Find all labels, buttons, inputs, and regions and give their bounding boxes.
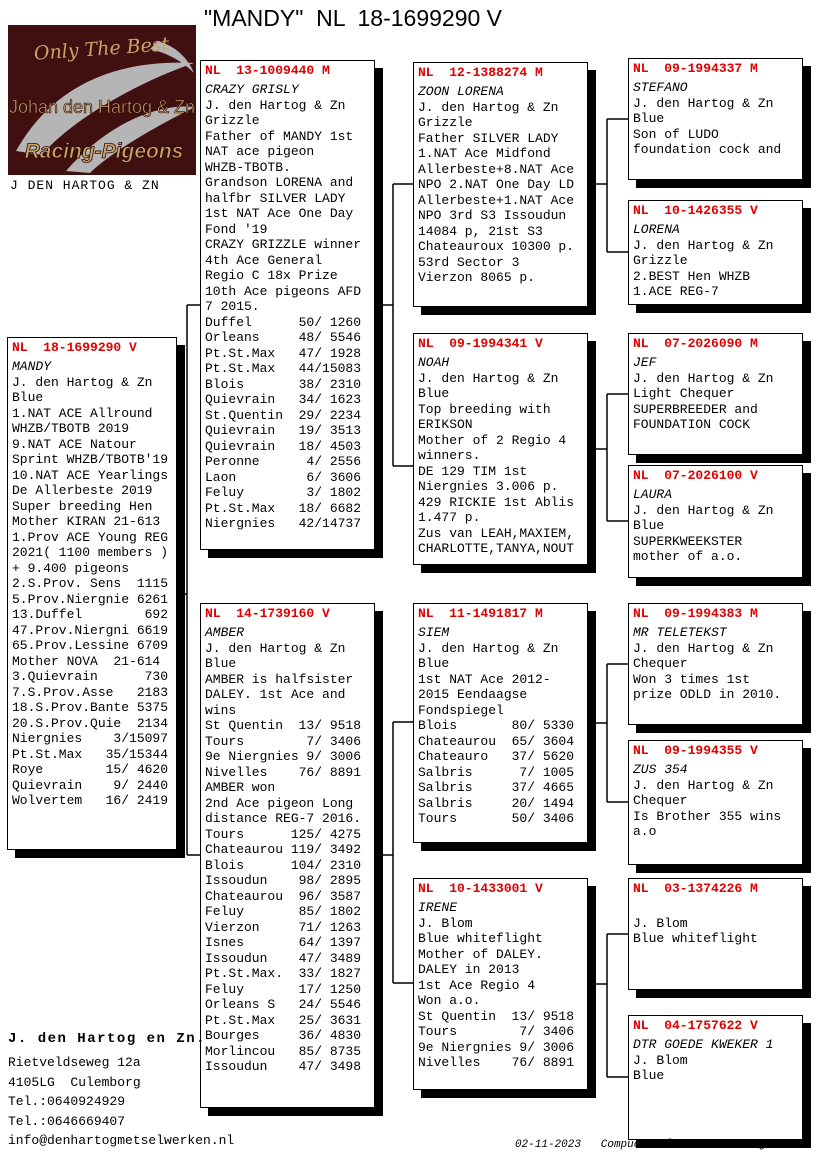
footer-credits: 02-11-2023 Compuclub © J. den Hartog en … — [514, 1139, 812, 1151]
pedigree-box-jef: NL 07-2026090 M JEF J. den Hartog & Zn L… — [628, 333, 803, 455]
ring-number: NL 09-1994337 M — [633, 61, 758, 76]
pigeon-name: LAURA — [633, 487, 673, 502]
ring-number: NL 07-2026100 V — [633, 468, 758, 483]
footer-owner-name: J. den Hartog en Zn. — [8, 1031, 207, 1047]
pigeon-name: MR TELETEKST — [633, 625, 727, 640]
pedigree-box-irene: NL 10-1433001 V IRENE J. Blom Blue white… — [413, 878, 588, 1090]
pigeon-name: IRENE — [418, 900, 458, 915]
pedigree-box-zoon-lorena: NL 12-1388274 M ZOON LORENA J. den Harto… — [413, 62, 588, 307]
pigeon-details: J. den Hartog & Zn Blue 1st NAT Ace 2012… — [418, 640, 575, 827]
ring-number: NL 09-1994355 V — [633, 743, 758, 758]
ring-number: NL 12-1388274 M — [418, 65, 543, 80]
pigeon-name: CRAZY GRISLY — [205, 82, 299, 97]
pigeon-details: J. den Hartog & Zn Grizzle Father SILVER… — [418, 99, 575, 286]
logo-swoosh-small — [150, 41, 194, 73]
racing-pigeons-logo-image: Only The Best Johan den Hartog & Zn Raci… — [8, 25, 196, 175]
owner-label: J DEN HARTOG & ZN — [10, 178, 160, 193]
pigeon-name: JEF — [633, 355, 657, 370]
pigeon-details: J. den Hartog & Zn Grizzle 2.BEST Hen WH… — [633, 237, 774, 300]
logo-swoosh-lower — [66, 106, 195, 173]
pigeon-name: NOAH — [418, 355, 450, 370]
ring-number: NL 18-1699290 V — [12, 340, 137, 355]
pigeon-details: J. den Hartog & Zn Grizzle Father of MAN… — [205, 97, 362, 532]
pedigree-box-crazy-grisly: NL 13-1009440 M CRAZY GRISLY J. den Hart… — [200, 60, 375, 550]
pigeon-name: ZUS 354 — [633, 762, 688, 777]
pigeon-name: STEFANO — [633, 80, 688, 95]
pigeon-name: AMBER — [205, 625, 245, 640]
pigeon-details: J. Blom Blue — [633, 1052, 688, 1084]
pigeon-details: J. den Hartog & Zn Blue Son of LUDO foun… — [633, 95, 782, 158]
pigeon-details: J. den Hartog & Zn Blue AMBER is halfsis… — [205, 640, 362, 1075]
pigeon-name: LORENA — [633, 222, 680, 237]
pedigree-box-laura: NL 07-2026100 V LAURA J. den Hartog & Zn… — [628, 465, 803, 578]
ring-number: NL 13-1009440 M — [205, 63, 330, 78]
logo-subtitle: Racing-Pigeons — [25, 140, 184, 163]
ring-number: NL 09-1994341 V — [418, 336, 543, 351]
loft-logo: Only The Best Johan den Hartog & Zn Raci… — [8, 25, 196, 175]
pigeon-details: J. den Hartog & Zn Chequer Is Brother 35… — [633, 777, 782, 840]
pedigree-box-dtr-goede-kweker: NL 04-1757622 V DTR GOEDE KWEKER 1 J. Bl… — [628, 1015, 803, 1140]
logo-swoosh-main — [16, 62, 194, 155]
pigeon-name: ZOON LORENA — [418, 84, 504, 99]
page-title: "MANDY" NL 18-1699290 V — [204, 5, 503, 31]
pigeon-details: J. den Hartog & Zn Blue 1.NAT ACE Allrou… — [12, 374, 169, 809]
ring-number: NL 11-1491817 M — [418, 606, 543, 621]
ring-number: NL 03-1374226 M — [633, 881, 758, 896]
pigeon-details: J. Blom Blue whiteflight — [633, 915, 758, 947]
logo-loft-name: Johan den Hartog & Zn — [9, 97, 195, 117]
pigeon-name: DTR GOEDE KWEKER 1 — [633, 1037, 774, 1052]
ring-number: NL 14-1739160 V — [205, 606, 330, 621]
pigeon-details: J. den Hartog & Zn Blue SUPERKWEEKSTER m… — [633, 502, 774, 565]
pedigree-box-noah: NL 09-1994341 V NOAH J. den Hartog & Zn … — [413, 333, 588, 565]
pedigree-box-blom-cock: NL 03-1374226 M J. Blom Blue whiteflight — [628, 878, 803, 990]
pedigree-box-stefano: NL 09-1994337 M STEFANO J. den Hartog & … — [628, 58, 803, 180]
pigeon-details: J. Blom Blue whiteflight Mother of DALEY… — [418, 915, 575, 1071]
ring-number: NL 10-1433001 V — [418, 881, 543, 896]
pigeon-details: J. den Hartog & Zn Chequer Won 3 times 1… — [633, 640, 782, 703]
ring-number: NL 10-1426355 V — [633, 203, 758, 218]
pedigree-box-lorena: NL 10-1426355 V LORENA J. den Hartog & Z… — [628, 200, 803, 305]
pigeon-details: J. den Hartog & Zn Light Chequer SUPERBR… — [633, 370, 774, 433]
pedigree-box-amber: NL 14-1739160 V AMBER J. den Hartog & Zn… — [200, 603, 375, 1108]
pigeon-name: MANDY — [12, 359, 52, 374]
pedigree-box-mandy: NL 18-1699290 V MANDY J. den Hartog & Zn… — [7, 337, 177, 850]
ring-number: NL 07-2026090 M — [633, 336, 758, 351]
pigeon-details: J. den Hartog & Zn Blue Top breeding wit… — [418, 370, 575, 557]
pedigree-box-mr-teletekst: NL 09-1994383 M MR TELETEKST J. den Hart… — [628, 603, 803, 725]
ring-number: NL 09-1994383 M — [633, 606, 758, 621]
pigeon-name: SIEM — [418, 625, 450, 640]
pedigree-box-siem: NL 11-1491817 M SIEM J. den Hartog & Zn … — [413, 603, 588, 843]
pedigree-box-zus-354: NL 09-1994355 V ZUS 354 J. den Hartog & … — [628, 740, 803, 865]
ring-number: NL 04-1757622 V — [633, 1018, 758, 1033]
pigeon-name — [633, 900, 798, 916]
footer-address: Rietveldseweg 12a 4105LG Culemborg Tel.:… — [8, 1055, 235, 1148]
